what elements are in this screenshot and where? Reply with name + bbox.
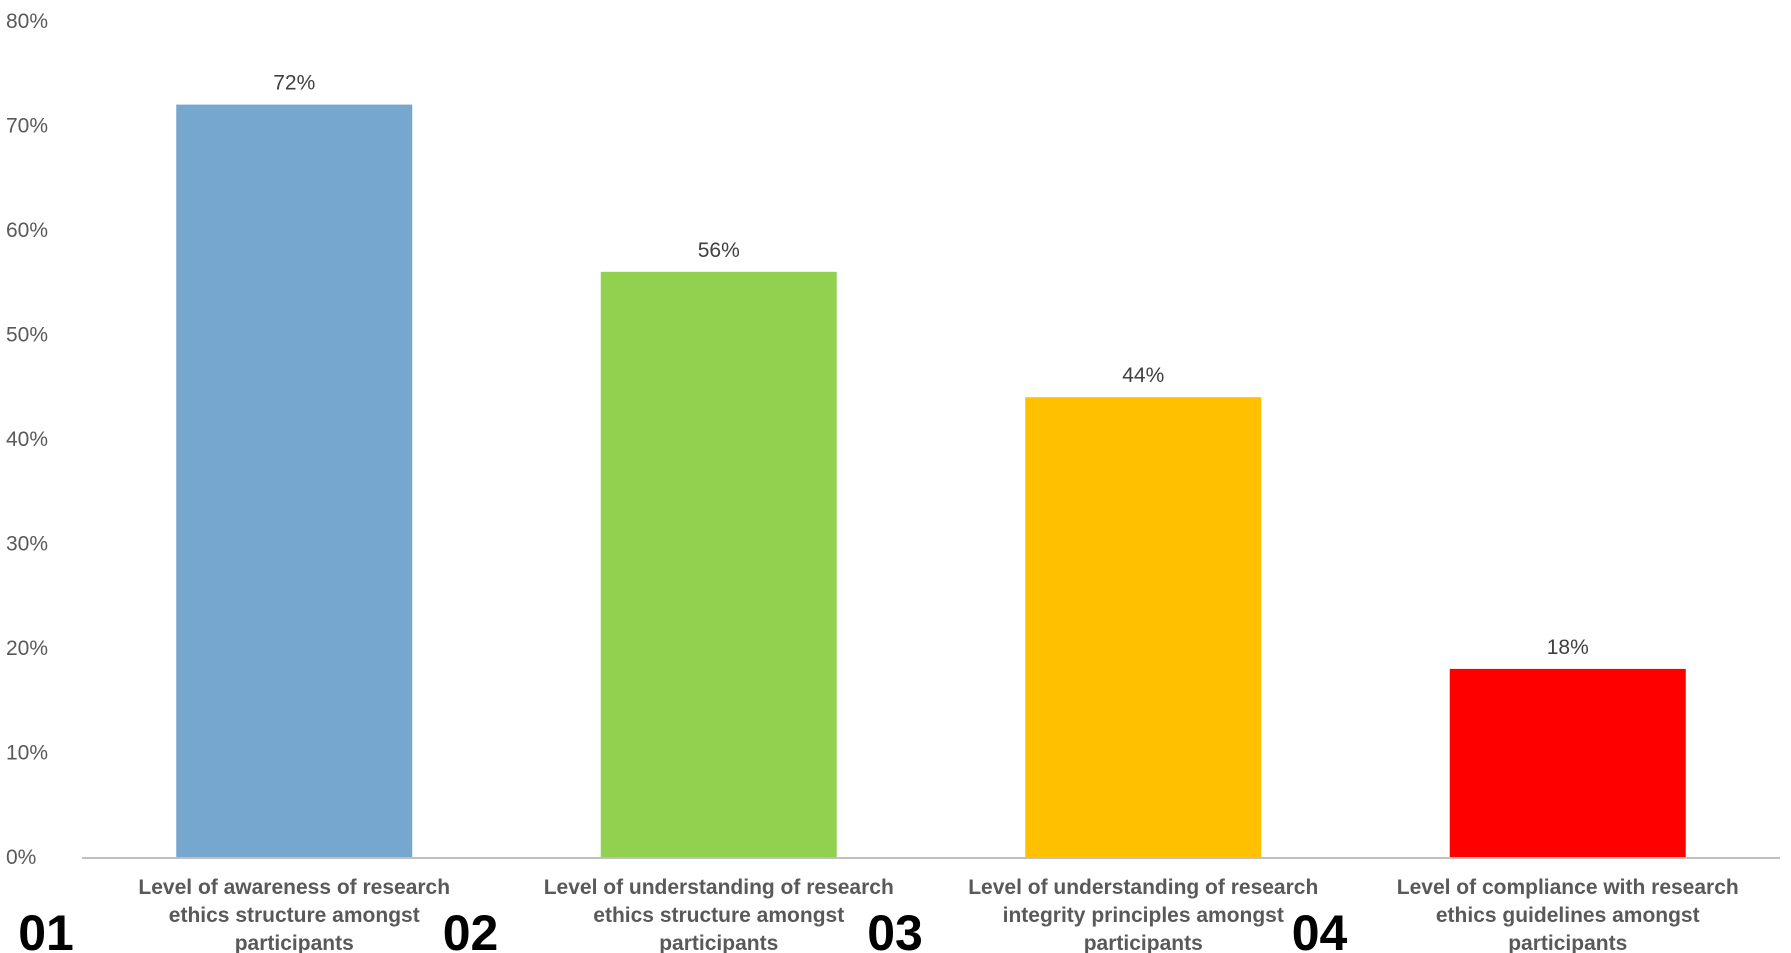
- category-label-line: integrity principles amongst: [1003, 904, 1284, 927]
- category-label-line: participants: [1508, 932, 1627, 953]
- category-label: Level of awareness of research ethics str…: [18, 876, 450, 953]
- category-label-line: Level of understanding of research: [544, 876, 894, 899]
- category-number: 01: [18, 905, 74, 953]
- category-label-line: participants: [659, 932, 778, 953]
- category-label-line: Level of awareness of research: [138, 876, 450, 899]
- y-tick-label: 70%: [6, 115, 48, 138]
- bar-value-label: 18%: [1547, 636, 1589, 659]
- category-number: 04: [1292, 905, 1348, 953]
- y-tick-label: 10%: [6, 742, 48, 765]
- bar: [1449, 668, 1686, 857]
- category-label-line: ethics structure amongst: [593, 904, 844, 927]
- data-labels: 72% 56% 44% 18%: [273, 72, 1589, 659]
- y-tick-label: 60%: [6, 219, 48, 242]
- y-tick-label: 20%: [6, 637, 48, 660]
- category-label-line: Level of compliance with research: [1397, 876, 1739, 899]
- x-axis-category-labels: Level of awareness of research ethics str…: [18, 876, 1738, 953]
- category-label-line: participants: [235, 932, 354, 953]
- bar-value-label: 44%: [1122, 364, 1164, 387]
- category-number: 03: [867, 905, 923, 953]
- bar: [176, 104, 413, 858]
- bar-series: [176, 104, 1686, 858]
- category-label: Level of understanding of research ethics…: [443, 876, 894, 953]
- category-label-line: ethics guidelines amongst: [1436, 904, 1700, 927]
- bar-value-label: 56%: [698, 239, 740, 262]
- y-tick-label: 50%: [6, 324, 48, 347]
- y-tick-label: 0%: [6, 846, 36, 869]
- bar: [600, 271, 837, 857]
- y-tick-label: 80%: [6, 10, 48, 33]
- category-number: 02: [443, 905, 499, 953]
- category-label-line: ethics structure amongst: [169, 904, 420, 927]
- y-tick-label: 40%: [6, 428, 48, 451]
- category-label-line: participants: [1084, 932, 1203, 953]
- y-axis-tick-labels: 0% 10% 20% 30% 40% 50% 60% 70% 80%: [6, 10, 48, 869]
- bar: [1025, 397, 1262, 857]
- bar-value-label: 72%: [273, 72, 315, 95]
- category-label-line: Level of understanding of research: [968, 876, 1318, 899]
- y-tick-label: 30%: [6, 533, 48, 556]
- category-label: Level of understanding of research integr…: [867, 876, 1318, 953]
- category-label: Level of compliance with research ethics …: [1292, 876, 1739, 953]
